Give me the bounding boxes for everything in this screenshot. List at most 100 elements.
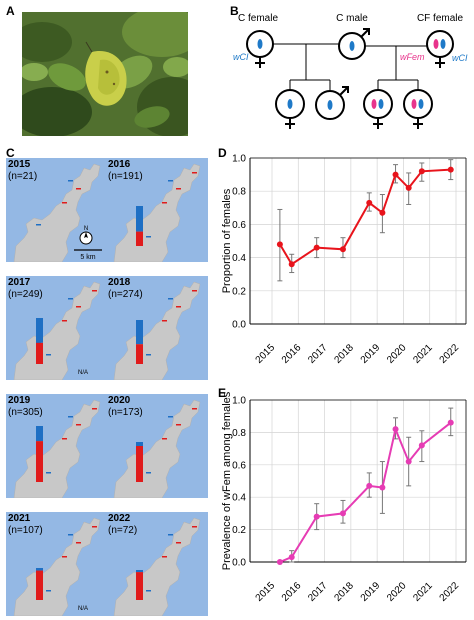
- x-tick-label: 2019: [359, 580, 383, 604]
- x-tick-label: 2020: [385, 580, 409, 604]
- map-year: 2017: [8, 277, 31, 288]
- sample-site-mark: [76, 542, 81, 544]
- data-point: [313, 244, 320, 251]
- sample-site-mark: [68, 298, 73, 300]
- sample-site-mark: [162, 202, 167, 204]
- offspring-female-2: [363, 89, 393, 129]
- map-sample-size: (n=107): [8, 525, 43, 536]
- data-point: [418, 442, 425, 449]
- map-sample-size: (n=249): [8, 289, 43, 300]
- map-year: 2015: [8, 159, 31, 170]
- x-tick-label: 2015: [254, 580, 278, 604]
- map-year: 2020: [108, 395, 131, 406]
- c-male-symbol: [338, 28, 370, 60]
- data-point: [405, 458, 412, 465]
- sample-site-mark: [162, 320, 167, 322]
- data-point: [339, 510, 346, 517]
- sample-site-mark: [62, 320, 67, 322]
- x-tick-label: 2017: [306, 580, 330, 604]
- sample-site-mark: [146, 590, 151, 592]
- c-male-label: C male: [336, 13, 368, 24]
- sample-site-mark: [192, 290, 197, 292]
- female-bar: [136, 344, 143, 364]
- panel-label-e: E: [218, 386, 227, 400]
- map-year-label: 2020 (n=173): [108, 395, 143, 419]
- data-point: [379, 484, 386, 491]
- data-point: [313, 513, 320, 520]
- female-bar: [36, 570, 43, 600]
- y-tick-label: 1.0: [232, 154, 246, 165]
- data-point: [339, 246, 346, 253]
- panel-label-a: A: [6, 4, 15, 18]
- sample-site-mark: [62, 556, 67, 558]
- y-tick-label: 0.4: [232, 253, 246, 264]
- panel-label-b: B: [230, 4, 239, 18]
- sample-site-mark: [176, 306, 181, 308]
- data-point: [366, 199, 373, 206]
- map-year: 2022: [108, 513, 131, 524]
- c-female-symbol: [246, 30, 274, 68]
- north-label: N: [84, 226, 88, 232]
- y-tick-label: 0.6: [232, 460, 246, 471]
- sample-site-mark: [76, 306, 81, 308]
- map-year-label: 2022 (n=72): [108, 513, 137, 537]
- y-tick-label: 0.8: [232, 187, 246, 198]
- sample-site-mark: [92, 526, 97, 528]
- na-label: N/A: [78, 370, 88, 376]
- x-tick-label: 2022: [438, 580, 462, 604]
- sample-site-mark: [92, 408, 97, 410]
- y-tick-label: 0.6: [232, 220, 246, 231]
- x-tick-label: 2016: [280, 580, 304, 604]
- y-tick-label: 1.0: [232, 396, 246, 407]
- butterfly-photo: [22, 12, 188, 136]
- sample-site-mark: [62, 202, 67, 204]
- wcl-label: wCI: [233, 52, 249, 62]
- male-bar: [36, 568, 43, 571]
- map-2015: 2015 (n=21) N 5 km: [6, 158, 108, 262]
- map-2019: 2019 (n=305): [6, 394, 108, 498]
- series-line: [279, 168, 451, 266]
- map-year: 2016: [108, 159, 131, 170]
- sample-site-mark: [76, 424, 81, 426]
- sample-site-mark: [192, 408, 197, 410]
- male-bar: [136, 442, 143, 446]
- y-tick-label: 0.0: [232, 558, 246, 569]
- data-point: [447, 166, 454, 173]
- sample-site-mark: [162, 438, 167, 440]
- y-tick-label: 0.4: [232, 493, 246, 504]
- map-year-label: 2018 (n=274): [108, 277, 143, 301]
- offspring-female-1: [275, 89, 305, 129]
- map-year-label: 2019 (n=305): [8, 395, 43, 419]
- sample-site-mark: [146, 354, 151, 356]
- panel-label-d: D: [218, 146, 227, 160]
- data-point: [392, 426, 399, 433]
- map-year-label: 2017 (n=249): [8, 277, 43, 301]
- female-bar: [136, 231, 143, 246]
- sample-site-mark: [46, 354, 51, 356]
- series-line: [279, 421, 452, 563]
- y-tick-label: 0.2: [232, 525, 246, 536]
- data-point: [379, 209, 386, 216]
- female-bar: [36, 441, 43, 482]
- map-sample-size: (n=274): [108, 289, 143, 300]
- map-year: 2019: [8, 395, 31, 406]
- map-year-label: 2015 (n=21): [8, 159, 37, 183]
- data-point: [288, 261, 295, 268]
- data-point: [366, 482, 373, 489]
- y-tick-label: 0.2: [232, 286, 246, 297]
- map-sample-size: (n=305): [8, 407, 43, 418]
- data-point: [288, 554, 295, 561]
- map-2020: 2020 (n=173): [106, 394, 208, 498]
- x-tick-label: 2021: [411, 580, 435, 604]
- na-label: N/A: [78, 606, 88, 612]
- female-bar: [36, 342, 43, 364]
- male-bar: [136, 570, 143, 573]
- y-axis-label: Prevalence of wFem among females: [221, 392, 233, 570]
- sample-site-mark: [68, 534, 73, 536]
- sample-site-mark: [68, 416, 73, 418]
- data-point: [276, 241, 283, 248]
- sample-site-mark: [176, 542, 181, 544]
- x-tick-label: 2016: [280, 342, 304, 366]
